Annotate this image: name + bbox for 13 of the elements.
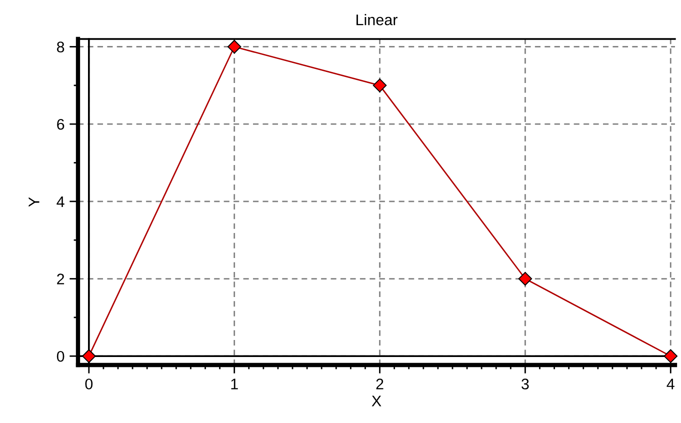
x-tick-label: 1 <box>231 378 238 390</box>
chart-title: Linear <box>356 14 398 26</box>
x-axis-title: X <box>372 396 382 406</box>
y-tick-label: 4 <box>56 196 64 207</box>
x-tick-label: 2 <box>376 378 384 390</box>
y-tick-label: 8 <box>56 42 64 52</box>
x-tick-label: 4 <box>666 378 674 390</box>
y-axis-title: Y <box>28 197 40 207</box>
x-tick-label: 3 <box>522 378 529 390</box>
y-tick-label: 6 <box>57 118 64 130</box>
y-tick-label: 2 <box>57 274 64 284</box>
x-tick-label: 0 <box>85 378 93 390</box>
y-tick-label: 0 <box>56 350 64 362</box>
